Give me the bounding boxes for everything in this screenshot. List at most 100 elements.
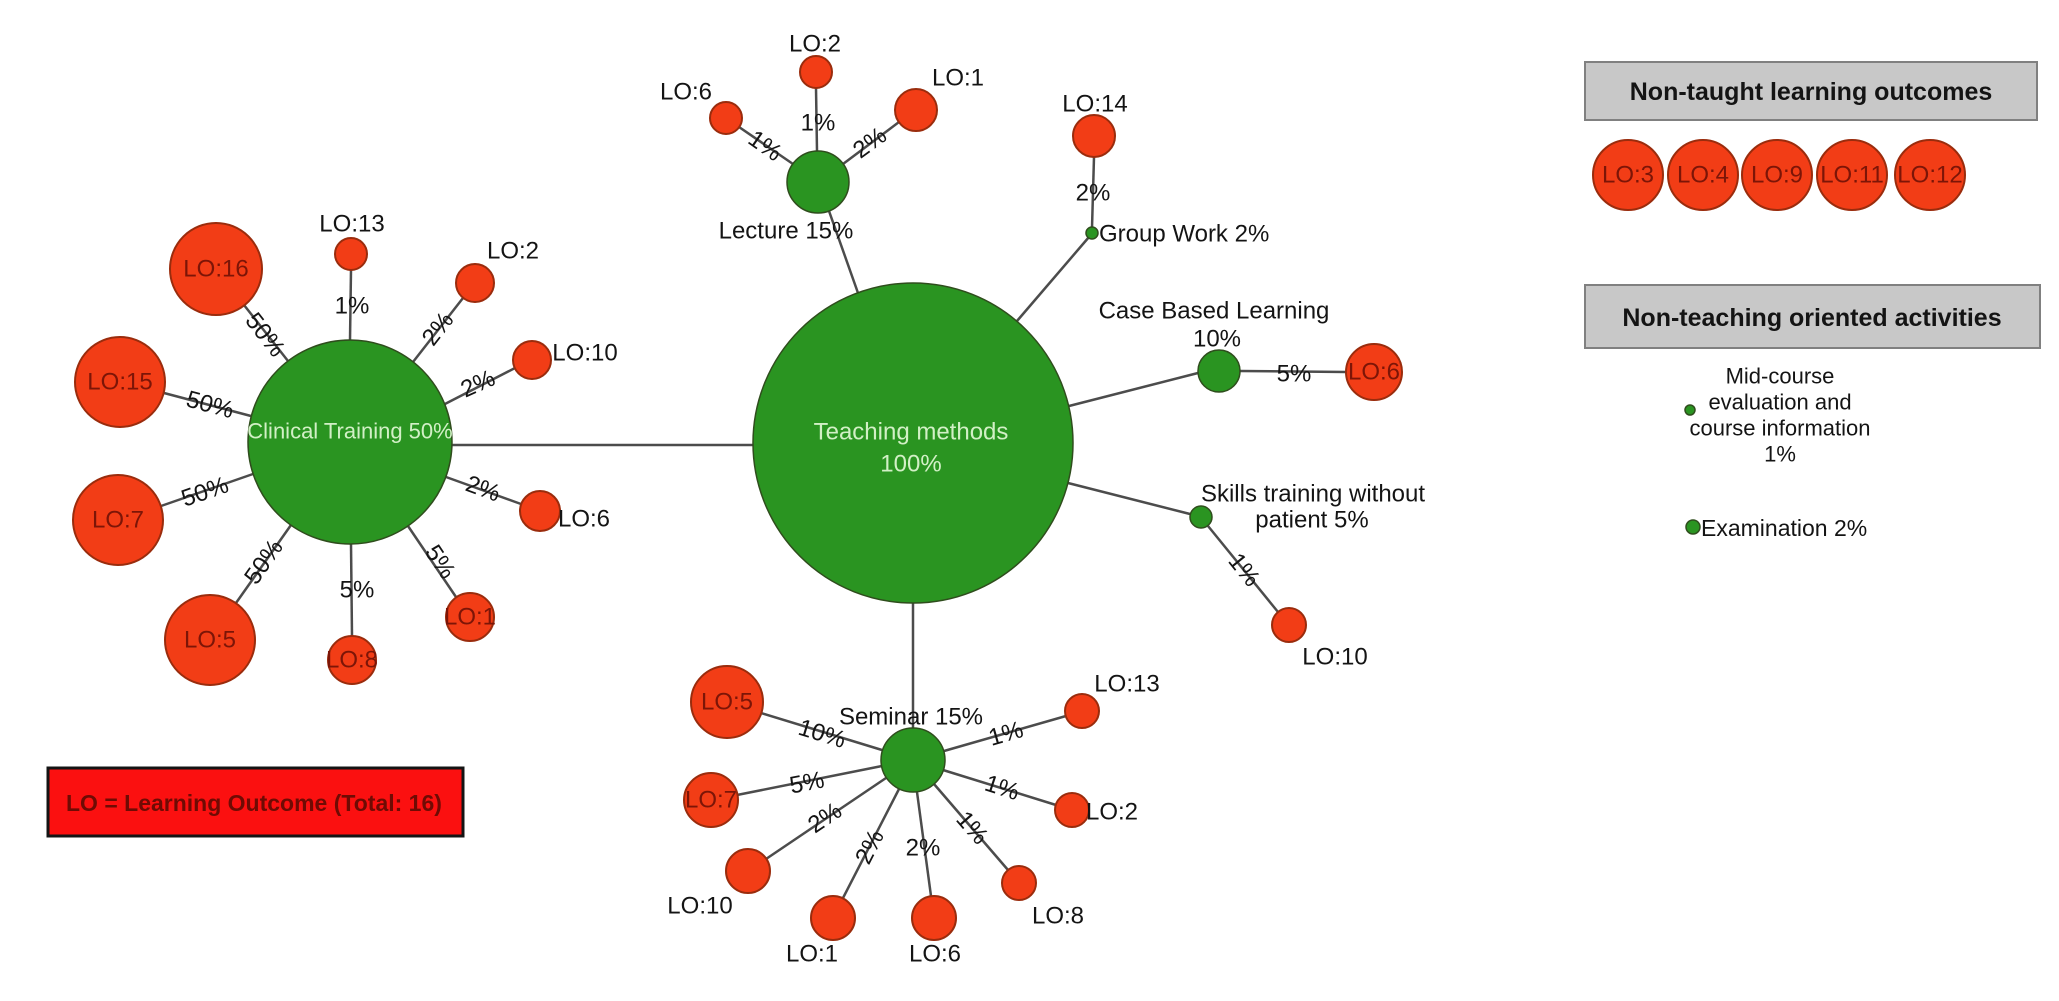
sk-lo10-node — [1271, 607, 1307, 643]
edge-5 — [160, 472, 254, 508]
sem-lo1-label: LO:1 — [786, 941, 838, 968]
non-teaching-header: Non-teaching oriented activities — [1622, 304, 2001, 332]
ct-lo1-node-inside-label: LO:1 — [444, 604, 496, 631]
edge-29 — [943, 714, 1067, 753]
ct-lo15-node-inside-label: LO:15 — [87, 369, 152, 396]
sem-lo10-node — [725, 848, 771, 894]
midcourse-label-line1: Mid-course — [1726, 364, 1835, 389]
non-teaching-header-box — [1584, 284, 2041, 349]
legend-lo11-node — [1816, 139, 1888, 211]
edge-25 — [841, 788, 901, 899]
cbl-label-line2: 10% — [1193, 326, 1241, 353]
lec-lo2-label: LO:2 — [789, 31, 841, 58]
ct-lo6-label: LO:6 — [558, 506, 610, 533]
midcourse-dot — [1684, 404, 1696, 416]
lec-lo1-label: LO:1 — [932, 65, 984, 92]
edge-12 — [842, 121, 900, 165]
teaching-methods-node — [752, 282, 1074, 604]
lo-legend-text: LO = Learning Outcome (Total: 16) — [66, 790, 442, 816]
edge-2 — [412, 297, 464, 363]
edge-8 — [406, 525, 458, 598]
midcourse-label-line2: evaluation and — [1708, 390, 1851, 415]
case-based-learning-node — [1197, 349, 1241, 393]
teaching-methods-label-line2: 100% — [880, 451, 941, 478]
edge-22 — [760, 711, 883, 752]
sem-lo7-node — [683, 772, 739, 828]
edge-13 — [827, 210, 860, 294]
edge-label-20: 2% — [906, 835, 941, 862]
sem-lo7-node-inside-label: LO:7 — [685, 787, 737, 814]
skills-training-node — [1189, 505, 1213, 529]
edge-4 — [163, 391, 252, 418]
group-work-label: Group Work 2% — [1099, 221, 1269, 248]
edge-10 — [738, 125, 794, 166]
lecture-label: Lecture 15% — [719, 218, 854, 245]
ct-lo7-node-inside-label: LO:7 — [92, 507, 144, 534]
edge-28 — [942, 768, 1057, 807]
legend-lo4-node-inside-label: LO:4 — [1677, 162, 1729, 189]
legend-lo11-node-inside-label: LO:11 — [1820, 162, 1884, 189]
lec-lo2-node — [799, 55, 833, 89]
sem-lo5-node-inside-label: LO:5 — [701, 689, 753, 716]
cbl-lo6-node-inside-label: LO:6 — [1348, 359, 1400, 386]
examination-label: Examination 2% — [1701, 515, 1867, 541]
sem-lo2-label: LO:2 — [1086, 799, 1138, 826]
edge-24 — [765, 776, 887, 861]
ct-lo16-node-inside-label: LO:16 — [183, 256, 248, 283]
ct-lo13-label: LO:13 — [319, 211, 384, 238]
ct-lo6-node — [519, 490, 561, 532]
ct-lo10-label: LO:10 — [552, 340, 617, 367]
ct-lo16-node — [169, 222, 263, 316]
ct-lo5-node-inside-label: LO:5 — [184, 627, 236, 654]
edge-label-17: 5% — [787, 766, 826, 799]
sem-lo13-label: LO:13 — [1094, 671, 1159, 698]
lecture-node — [786, 150, 850, 214]
sem-lo8-node — [1001, 865, 1037, 901]
midcourse-label-line4: 1% — [1764, 442, 1796, 467]
legend-lo9-node-inside-label: LO:9 — [1751, 162, 1803, 189]
sem-lo6-node — [911, 895, 957, 941]
edge-9 — [445, 475, 522, 506]
ct-lo15-node — [74, 336, 166, 428]
edge-26 — [915, 791, 933, 897]
skills-label-line2: patient 5% — [1255, 507, 1368, 534]
non-taught-header: Non-taught learning outcomes — [1630, 78, 1993, 106]
lec-lo6-node — [709, 101, 743, 135]
edge-label-11: 1% — [801, 110, 836, 137]
gw-lo14-node — [1072, 114, 1116, 158]
edge-23 — [736, 764, 883, 797]
ct-lo8-node-inside-label: LO:8 — [326, 647, 378, 674]
legend-lo3-node-inside-label: LO:3 — [1602, 162, 1654, 189]
ct-lo1-node — [445, 592, 495, 642]
sem-lo1-node — [810, 895, 856, 941]
ct-lo5-node — [164, 594, 256, 686]
sem-lo13-node — [1064, 693, 1100, 729]
skills-label-line1: Skills training without — [1201, 481, 1425, 508]
cbl-lo6-node — [1345, 343, 1403, 401]
edge-17 — [1067, 481, 1191, 516]
ct-lo7-node — [72, 474, 164, 566]
edge-label-13: 2% — [1076, 180, 1111, 207]
legend-lo12-node — [1894, 139, 1966, 211]
sem-lo10-label: LO:10 — [667, 893, 732, 920]
lec-lo6-label: LO:6 — [660, 79, 712, 106]
edge-3 — [442, 366, 516, 407]
seminar-node — [880, 727, 946, 793]
clinical-training-node — [247, 339, 453, 545]
ct-lo10-node — [512, 340, 552, 380]
edge-21 — [1207, 525, 1279, 613]
cbl-label-line1: Case Based Learning — [1099, 298, 1330, 325]
edge-27 — [933, 783, 1009, 871]
ct-lo13-node — [334, 237, 368, 271]
examination-dot — [1685, 519, 1701, 535]
group-work-node — [1085, 226, 1099, 240]
sem-lo8-label: LO:8 — [1032, 903, 1084, 930]
edge-7 — [349, 543, 354, 637]
sem-lo5-node — [690, 665, 764, 739]
legend-lo3-node — [1592, 139, 1664, 211]
legend-lo4-node — [1667, 139, 1739, 211]
gw-lo14-label: LO:14 — [1062, 91, 1127, 118]
lec-lo1-node — [894, 88, 938, 132]
edge-0 — [243, 304, 289, 362]
